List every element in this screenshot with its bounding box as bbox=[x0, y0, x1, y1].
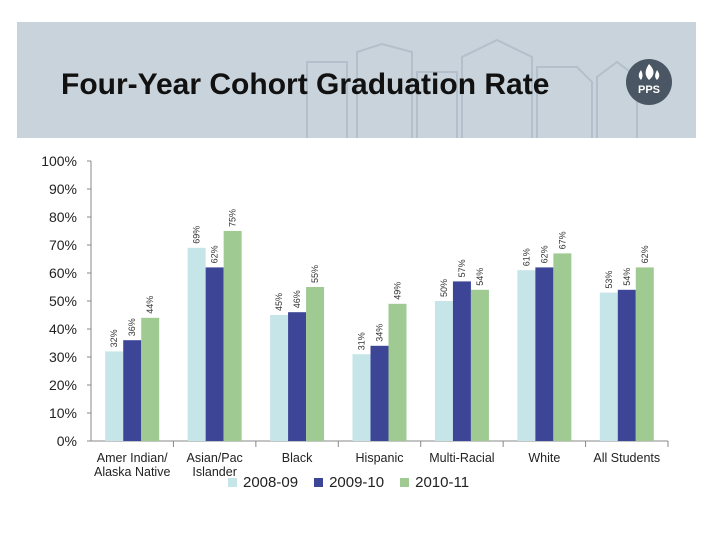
x-tick-label: White bbox=[528, 451, 560, 465]
page-title: Four-Year Cohort Graduation Rate bbox=[61, 68, 550, 101]
data-label: 49% bbox=[393, 282, 403, 300]
y-tick-label: 40% bbox=[49, 321, 77, 337]
bar bbox=[223, 231, 242, 441]
data-label: 55% bbox=[310, 265, 320, 283]
bar bbox=[352, 354, 371, 441]
data-label: 61% bbox=[521, 248, 531, 266]
data-label: 32% bbox=[109, 329, 119, 347]
y-tick-label: 60% bbox=[49, 265, 77, 281]
bar bbox=[599, 292, 618, 441]
bar bbox=[205, 267, 224, 441]
data-label: 69% bbox=[192, 226, 202, 244]
bar bbox=[635, 267, 654, 441]
x-tick-label: Amer Indian/ bbox=[97, 451, 168, 465]
y-tick-label: 10% bbox=[49, 405, 77, 421]
logo-label: PPS bbox=[637, 84, 660, 96]
legend-item: 2009-10 bbox=[314, 474, 384, 491]
legend-label: 2009-10 bbox=[329, 474, 385, 491]
bar bbox=[617, 289, 636, 441]
data-label: 31% bbox=[357, 332, 367, 350]
bar bbox=[470, 289, 489, 441]
y-tick-label: 0% bbox=[57, 433, 77, 449]
x-tick-label: Asian/Pac bbox=[187, 451, 243, 465]
bar bbox=[123, 340, 142, 441]
bar bbox=[517, 270, 536, 441]
y-tick-label: 90% bbox=[49, 181, 77, 197]
y-tick-label: 30% bbox=[49, 349, 77, 365]
legend-item: 2010-11 bbox=[400, 474, 469, 491]
flame-icon bbox=[626, 59, 672, 105]
bar bbox=[187, 247, 206, 441]
data-label: 46% bbox=[292, 290, 302, 308]
data-label: 54% bbox=[475, 268, 485, 286]
bar bbox=[434, 301, 453, 441]
pps-logo: PPS bbox=[625, 58, 673, 106]
y-tick-label: 80% bbox=[49, 209, 77, 225]
data-label: 45% bbox=[274, 293, 284, 311]
data-label: 50% bbox=[439, 279, 449, 297]
y-tick-label: 100% bbox=[41, 153, 77, 169]
data-label: 53% bbox=[604, 271, 614, 289]
x-tick-label: Alaska Native bbox=[94, 465, 170, 479]
bar bbox=[141, 317, 160, 441]
bar bbox=[388, 303, 407, 441]
data-label: 34% bbox=[375, 324, 385, 342]
bar bbox=[535, 267, 554, 441]
bar bbox=[105, 351, 124, 441]
legend-item: 2008-09 bbox=[228, 474, 298, 491]
bar bbox=[370, 345, 389, 441]
bar bbox=[270, 315, 289, 441]
data-label: 44% bbox=[145, 296, 155, 314]
x-tick-label: All Students bbox=[593, 451, 660, 465]
bar bbox=[452, 281, 471, 441]
bar bbox=[306, 287, 325, 441]
legend-label: 2010-11 bbox=[415, 474, 470, 491]
y-tick-label: 70% bbox=[49, 237, 77, 253]
legend-swatch bbox=[228, 478, 237, 487]
legend-swatch bbox=[314, 478, 324, 487]
x-tick-label: Islander bbox=[192, 465, 236, 479]
chart-legend: 2008-09 2009-10 2010-11 bbox=[228, 474, 469, 491]
legend-swatch bbox=[400, 478, 410, 487]
bar bbox=[288, 312, 307, 441]
bar bbox=[553, 253, 572, 441]
data-label: 62% bbox=[210, 245, 220, 263]
data-label: 57% bbox=[457, 259, 467, 277]
x-tick-label: Black bbox=[282, 451, 313, 465]
y-tick-label: 50% bbox=[49, 293, 77, 309]
data-label: 62% bbox=[640, 245, 650, 263]
data-label: 36% bbox=[127, 318, 137, 336]
data-label: 67% bbox=[557, 231, 567, 249]
data-label: 75% bbox=[228, 209, 238, 227]
legend-label: 2008-09 bbox=[243, 474, 299, 491]
data-label: 62% bbox=[539, 245, 549, 263]
y-tick-label: 20% bbox=[49, 377, 77, 393]
x-tick-label: Multi-Racial bbox=[429, 451, 494, 465]
x-tick-label: Hispanic bbox=[356, 451, 404, 465]
data-label: 54% bbox=[622, 268, 632, 286]
slide-header: Four-Year Cohort Graduation Rate PPS bbox=[17, 22, 696, 138]
